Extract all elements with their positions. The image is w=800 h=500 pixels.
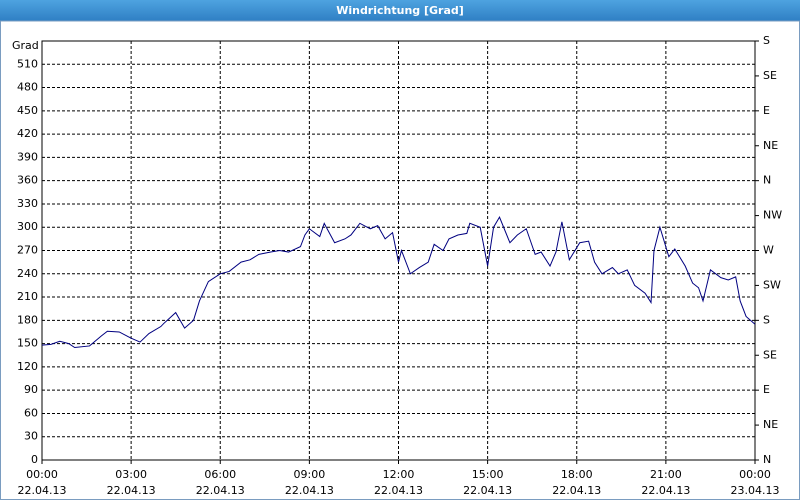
y-tick-label: 390 <box>17 150 38 163</box>
x-tick-label: 00:00 <box>739 468 771 481</box>
x-tick-date: 22.04.13 <box>285 484 334 497</box>
x-tick-date: 22.04.13 <box>552 484 601 497</box>
y2-tick-label: SE <box>763 348 777 361</box>
y2-tick-label: E <box>763 104 770 117</box>
title-bar <box>0 0 800 21</box>
x-tick-label: 12:00 <box>383 468 415 481</box>
x-tick-label: 00:00 <box>26 468 58 481</box>
plot-frame <box>41 40 756 461</box>
x-tick-label: 15:00 <box>472 468 504 481</box>
y2-tick-label: S <box>763 34 770 47</box>
x-tick-label: 21:00 <box>650 468 682 481</box>
y2-tick-label: E <box>763 383 770 396</box>
x-tick-label: 18:00 <box>561 468 593 481</box>
y2-tick-label: NE <box>763 139 778 152</box>
y-tick-label: 420 <box>17 127 38 140</box>
y-tick-label: 270 <box>17 244 38 257</box>
y-tick-label: 120 <box>17 360 38 373</box>
y-tick-label: 150 <box>17 337 38 350</box>
y-tick-label: 450 <box>17 104 38 117</box>
y2-tick-label: SW <box>763 278 781 291</box>
x-tick-date: 22.04.13 <box>107 484 156 497</box>
x-tick-label: 03:00 <box>115 468 147 481</box>
y2-tick-label: N <box>763 453 771 466</box>
y-tick-label: 360 <box>17 174 38 187</box>
y2-tick-label: S <box>763 313 770 326</box>
x-tick-date: 22.04.13 <box>374 484 423 497</box>
y2-tick-label: NE <box>763 418 778 431</box>
y-tick-label: 210 <box>17 290 38 303</box>
y2-tick-label: SE <box>763 69 777 82</box>
y-tick-label: 300 <box>17 220 38 233</box>
x-tick-date: 22.04.13 <box>641 484 690 497</box>
y-tick-label: 90 <box>24 383 38 396</box>
y-axis-label: Grad <box>12 39 39 52</box>
y-tick-label: 480 <box>17 81 38 94</box>
y-tick-label: 240 <box>17 267 38 280</box>
x-tick-date: 22.04.13 <box>463 484 512 497</box>
y-tick-label: 510 <box>17 57 38 70</box>
window-border <box>0 20 800 500</box>
y2-tick-label: N <box>763 174 771 187</box>
x-tick-date: 23.04.13 <box>731 484 780 497</box>
x-tick-date: 22.04.13 <box>18 484 67 497</box>
data-line <box>41 216 756 349</box>
x-tick-date: 22.04.13 <box>196 484 245 497</box>
y2-tick-label: W <box>763 244 774 257</box>
y-tick-label: 330 <box>17 197 38 210</box>
x-tick-label: 06:00 <box>204 468 236 481</box>
y-tick-label: 180 <box>17 313 38 326</box>
y2-tick-label: NW <box>763 209 782 222</box>
y-tick-label: 30 <box>24 430 38 443</box>
y-tick-label: 60 <box>24 406 38 419</box>
chart-title: Windrichtung [Grad] <box>336 4 464 17</box>
x-tick-label: 09:00 <box>294 468 326 481</box>
y-tick-label: 0 <box>31 453 38 466</box>
